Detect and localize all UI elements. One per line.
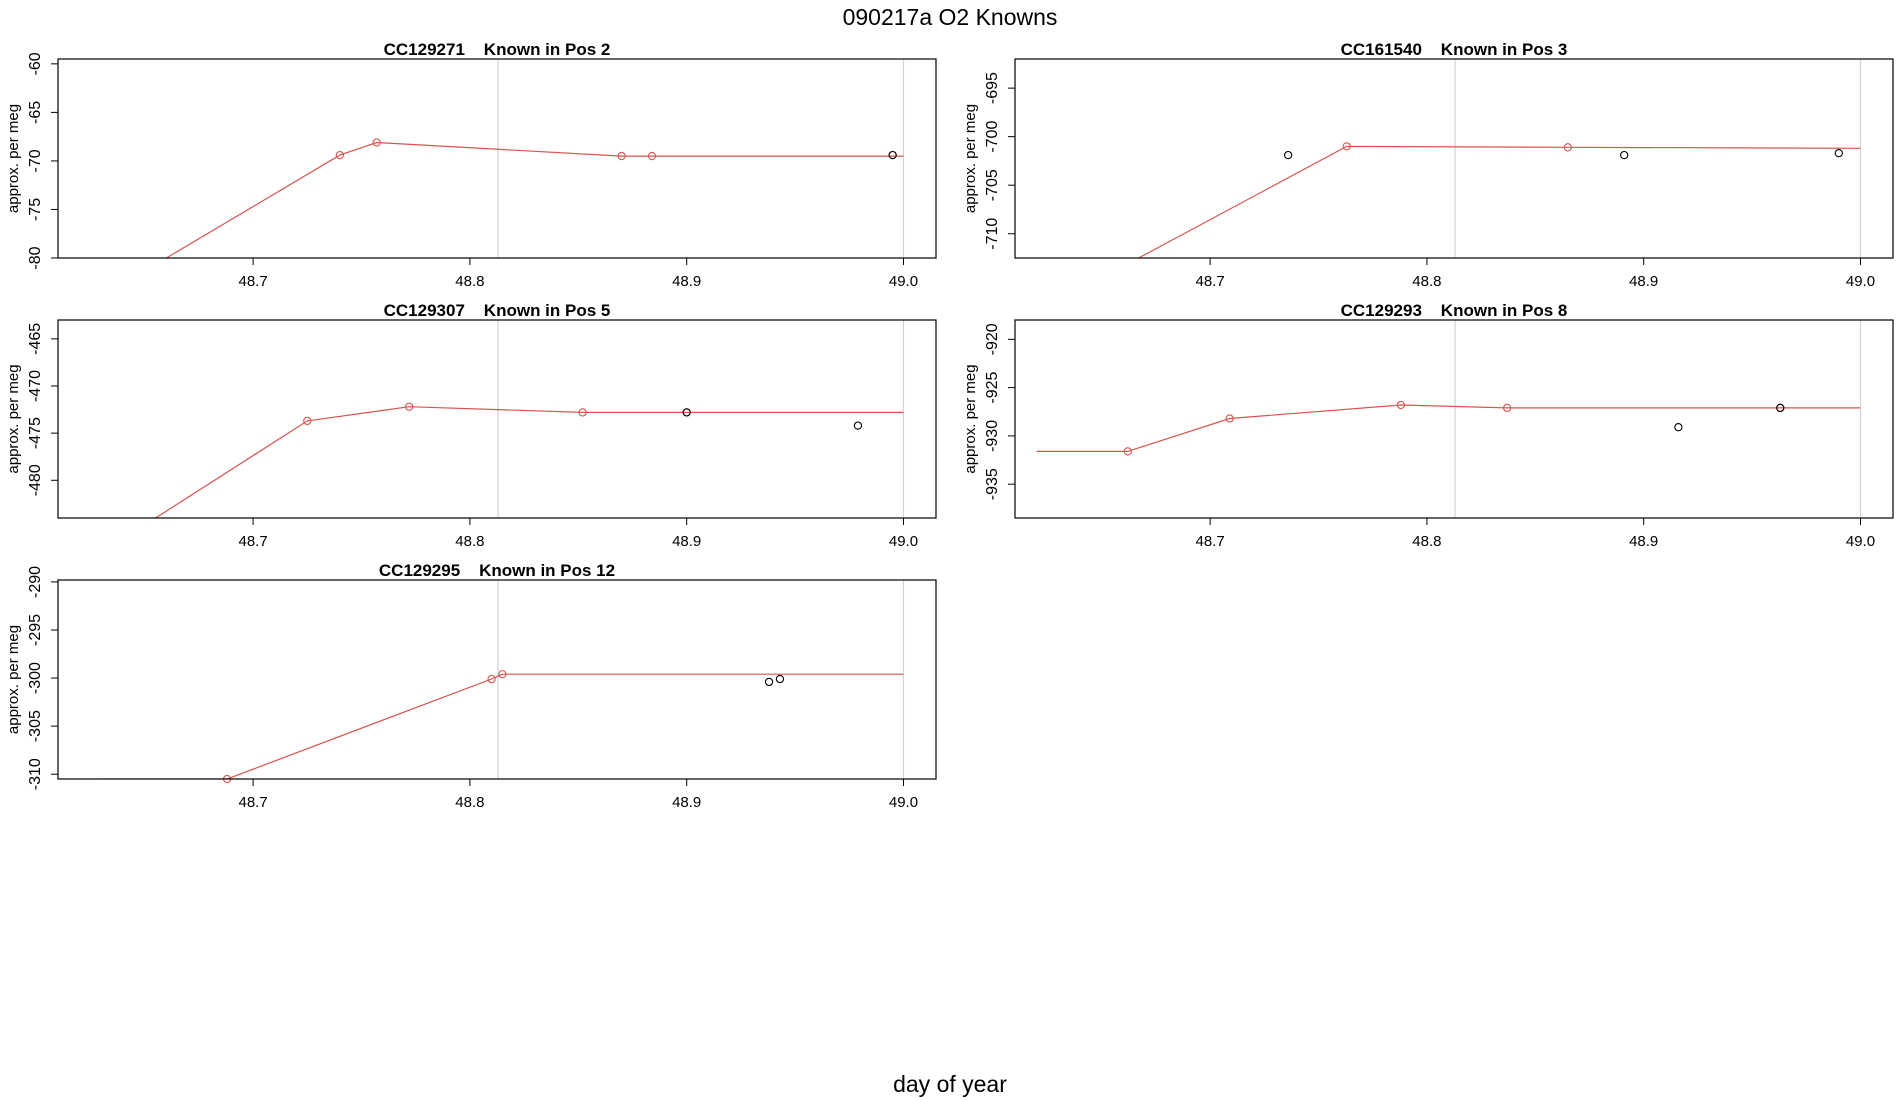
fit-line [166, 141, 904, 258]
panel-5: 48.7 48.8 48.9 49.0 -310 -305 -300 -295 -290 appr… [5, 561, 937, 811]
panel-2: 48.7 48.8 48.9 49.0 -710 -705 -700 -695 approx. … [962, 40, 1894, 290]
y-axis-label: approx. per meg [5, 104, 22, 213]
fit-line [1036, 404, 1861, 452]
y-tick-label: -480 [27, 464, 44, 496]
panel-title: CC129307 Known in Pos 5 [384, 301, 611, 320]
fit-point [498, 670, 507, 679]
y-tick-label: -295 [27, 614, 44, 646]
x-tick-label: 49.0 [889, 794, 918, 811]
fit-point [1396, 400, 1406, 410]
x-tick-label: 48.8 [455, 794, 484, 811]
y-tick-label: -695 [984, 72, 1001, 104]
y-tick-label: -65 [27, 101, 44, 124]
y-tick-label: -310 [27, 758, 44, 790]
x-tick-label: 48.9 [1629, 273, 1658, 290]
y-tick-label: -300 [27, 662, 44, 694]
y-tick-label: -465 [27, 323, 44, 355]
y-tick-label: -920 [984, 323, 1001, 355]
panel-title: CC161540 Known in Pos 3 [1341, 40, 1568, 59]
x-tick-label: 48.7 [1196, 273, 1225, 290]
fit-point [487, 674, 496, 684]
fit-point [372, 138, 381, 147]
plot-frame [57, 579, 937, 780]
plot-frame [57, 58, 937, 259]
y-axis-label: approx. per meg [5, 364, 22, 473]
y-tick-label: -475 [27, 417, 44, 449]
x-tick-label: 49.0 [1846, 533, 1875, 550]
x-tick-label: 48.9 [1629, 533, 1658, 550]
y-tick-label: -70 [27, 149, 44, 172]
fit-line [1138, 145, 1861, 258]
y-tick-label: -75 [27, 198, 44, 221]
fit-point [405, 402, 414, 411]
fit-point [335, 150, 344, 160]
y-axis-label: approx. per meg [5, 625, 22, 734]
y-tick-label: -705 [984, 169, 1001, 201]
x-tick-label: 48.8 [1412, 273, 1441, 290]
x-tick-label: 48.7 [239, 273, 268, 290]
x-tick-label: 48.9 [672, 794, 701, 811]
y-tick-label: -80 [27, 246, 44, 269]
fit-point [1502, 403, 1512, 413]
panel-title: CC129295 Known in Pos 12 [379, 561, 615, 580]
panel-title: CC129293 Known in Pos 8 [1341, 301, 1568, 320]
fit-point [647, 151, 657, 161]
panel-title: CC129271 Known in Pos 2 [384, 40, 611, 59]
fit-point [1563, 143, 1572, 152]
x-tick-label: 48.7 [239, 533, 268, 550]
y-tick-label: -930 [984, 420, 1001, 452]
y-tick-label: -470 [27, 370, 44, 402]
fit-point [578, 408, 587, 417]
x-tick-label: 48.9 [672, 533, 701, 550]
y-tick-label: -925 [984, 372, 1001, 404]
x-axis-label: day of year [893, 1071, 1007, 1097]
y-axis-label: approx. per meg [962, 104, 979, 213]
data-point [682, 408, 691, 417]
fit-point [1225, 414, 1234, 423]
data-point [1284, 150, 1293, 160]
y-tick-label: -710 [984, 218, 1001, 250]
plot-frame [57, 319, 937, 519]
y-tick-label: -290 [27, 566, 44, 598]
x-tick-label: 48.9 [672, 273, 701, 290]
x-tick-label: 48.8 [455, 273, 484, 290]
fit-line [101, 673, 904, 779]
data-point [1674, 423, 1683, 432]
y-tick-label: -305 [27, 710, 44, 742]
x-tick-label: 48.8 [455, 533, 484, 550]
figure-title: 090217a O2 Knowns [842, 4, 1058, 30]
data-point [1776, 403, 1785, 413]
data-point [1620, 150, 1629, 160]
fit-point [1342, 142, 1351, 151]
panel-4: 48.7 48.8 48.9 49.0 -935 -930 -925 -920 approx. … [962, 301, 1894, 550]
x-tick-label: 48.8 [1412, 533, 1441, 550]
data-point [764, 677, 774, 687]
data-point [775, 674, 785, 684]
x-tick-label: 48.7 [239, 794, 268, 811]
y-axis-label: approx. per meg [962, 364, 979, 473]
x-tick-label: 49.0 [1846, 273, 1875, 290]
y-tick-label: -60 [27, 52, 44, 75]
data-point [1834, 149, 1843, 158]
fit-point [1123, 447, 1132, 456]
fit-point [617, 151, 626, 161]
y-tick-label: -700 [984, 121, 1001, 153]
fit-line [155, 406, 904, 518]
x-tick-label: 49.0 [889, 533, 918, 550]
data-point [888, 150, 897, 160]
x-tick-label: 48.7 [1196, 533, 1225, 550]
y-tick-label: -935 [984, 468, 1001, 500]
panel-1: 48.7 48.8 48.9 49.0 -80 -75 -70 -65 -60 approx. p… [5, 40, 937, 290]
fit-point [303, 416, 312, 426]
plot-frame [1014, 58, 1894, 259]
plot-frame [1014, 319, 1894, 519]
data-point [853, 421, 863, 430]
panel-3: 48.7 48.8 48.9 49.0 -480 -475 -470 -465 approx. … [5, 301, 937, 550]
x-tick-label: 49.0 [889, 273, 918, 290]
